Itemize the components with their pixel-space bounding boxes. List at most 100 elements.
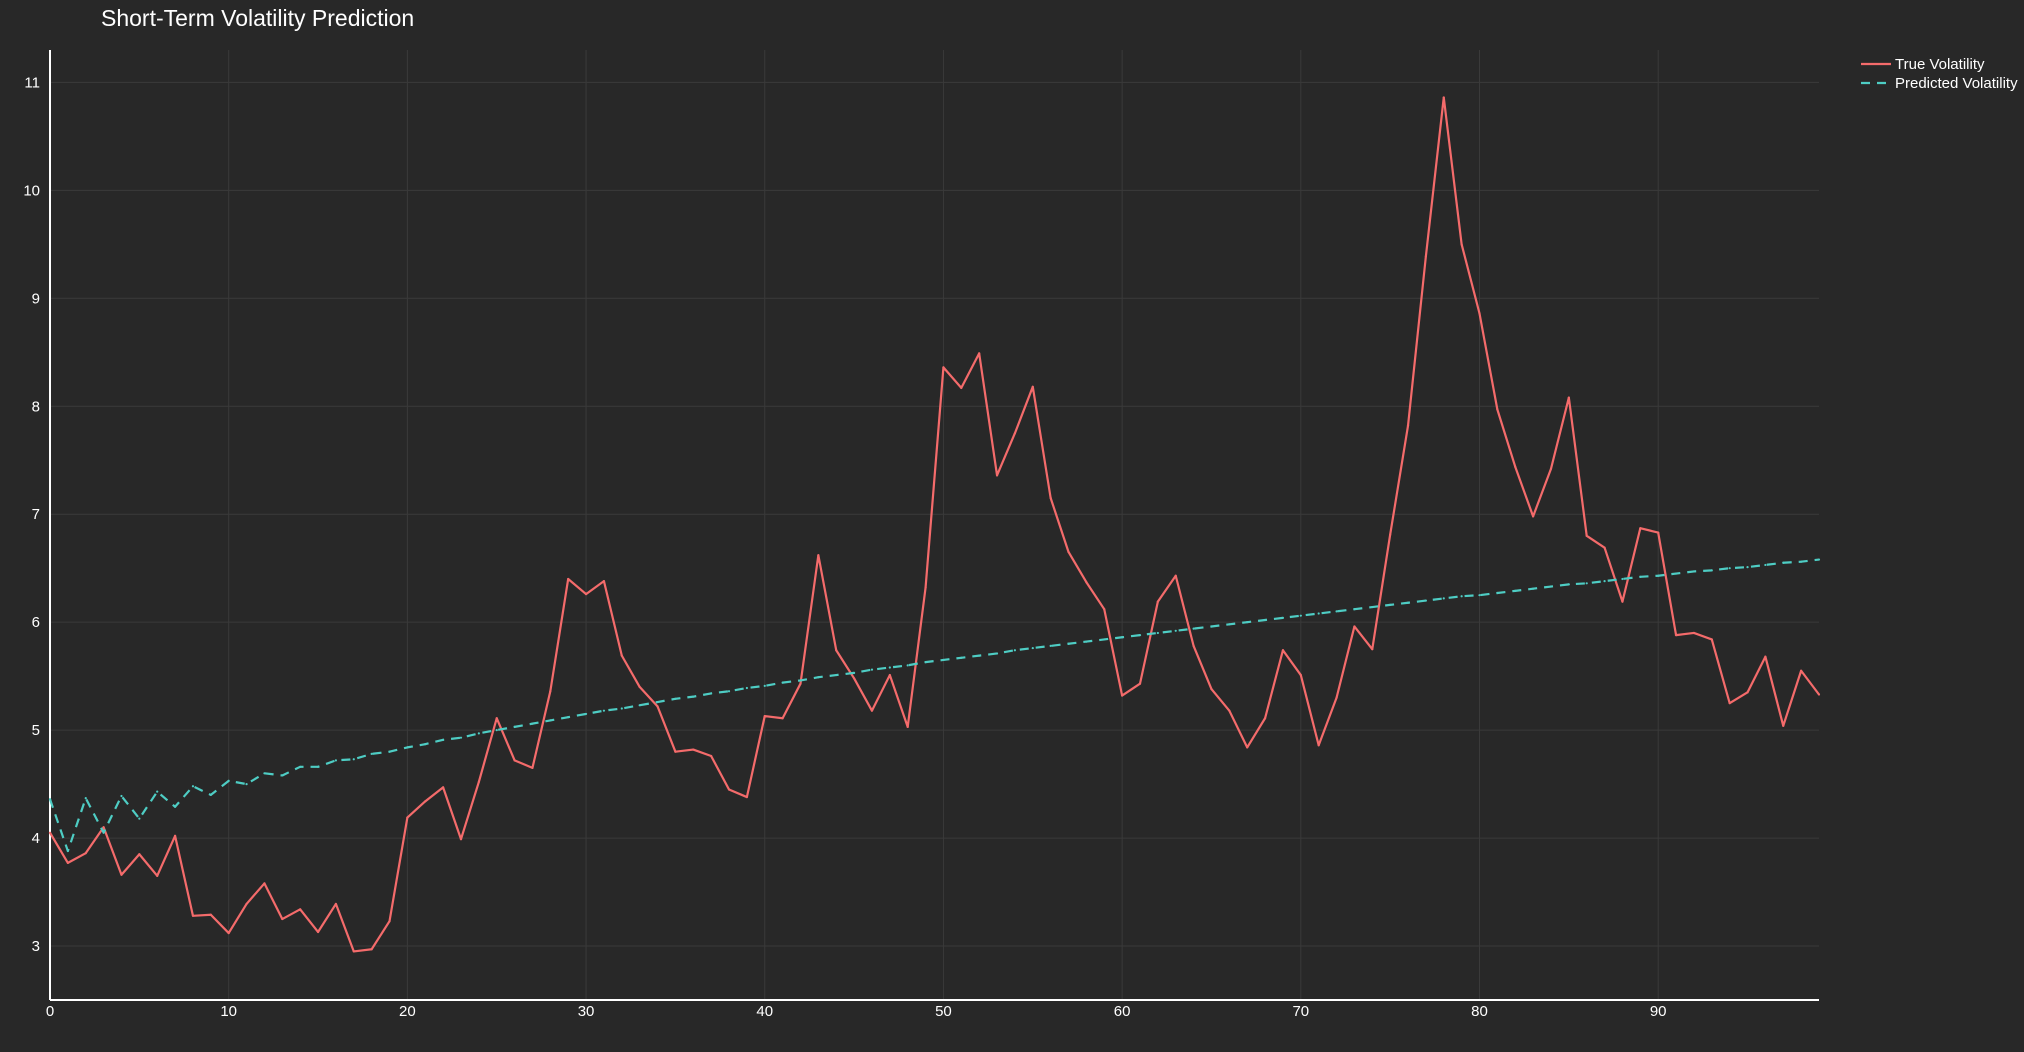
predicted-volatility-point <box>906 664 909 667</box>
predicted-volatility-point <box>1263 618 1267 622</box>
predicted-volatility-point <box>835 673 838 677</box>
true-volatility-point <box>1585 534 1588 537</box>
true-volatility-point <box>1389 533 1392 536</box>
x-tick-label: 70 <box>1292 1003 1309 1020</box>
predicted-volatility-point <box>1121 636 1124 639</box>
predicted-volatility-point <box>209 793 212 796</box>
predicted-volatility-point <box>352 758 355 761</box>
predicted-volatility-point <box>191 785 195 788</box>
true-volatility-point <box>852 677 856 680</box>
true-volatility-point <box>1728 702 1731 705</box>
true-volatility-point <box>584 592 588 596</box>
predicted-volatility-point <box>1817 558 1821 561</box>
x-tick-label: 30 <box>578 1003 595 1020</box>
predicted-volatility-point <box>281 774 284 777</box>
true-volatility-point <box>66 861 69 865</box>
x-tick-label: 90 <box>1650 1003 1667 1020</box>
predicted-volatility-point <box>1103 638 1106 641</box>
true-volatility-point <box>995 474 999 477</box>
legend-item-predicted-volatility[interactable]: Predicted Volatility <box>1861 75 2018 92</box>
predicted-volatility-point <box>1174 629 1177 632</box>
axes <box>49 50 1819 1001</box>
predicted-volatility-point <box>1031 646 1034 650</box>
predicted-volatility-point <box>84 797 87 800</box>
true-volatility-point <box>942 366 945 369</box>
predicted-volatility-point <box>1585 582 1588 585</box>
predicted-volatility-point <box>1782 561 1785 564</box>
true-volatility-point <box>727 788 731 791</box>
predicted-volatility-point <box>1049 644 1052 648</box>
predicted-volatility-point <box>1335 610 1338 613</box>
true-volatility-point <box>173 834 177 838</box>
y-tick-label: 8 <box>32 398 40 415</box>
predicted-volatility-point <box>1067 642 1070 645</box>
predicted-volatility-point <box>1692 570 1696 573</box>
predicted-volatility-point <box>299 765 302 768</box>
y-tick-label: 3 <box>32 938 40 955</box>
predicted-volatility-point <box>1728 567 1731 570</box>
predicted-volatility-point <box>924 661 927 664</box>
legend-item-true-volatility[interactable]: True Volatility <box>1861 56 1985 73</box>
predicted-volatility-point <box>888 666 891 669</box>
true-volatility-point <box>1371 648 1374 651</box>
true-volatility-point <box>960 386 963 389</box>
x-tick-label: 10 <box>220 1003 237 1020</box>
true-volatility-point <box>1192 644 1195 648</box>
predicted-volatility-point <box>156 790 159 793</box>
predicted-volatility-point <box>316 765 320 768</box>
true-volatility-point <box>638 685 641 689</box>
true-volatility-point <box>102 826 105 829</box>
true-volatility-point <box>299 908 302 911</box>
true-volatility-point <box>495 717 498 720</box>
predicted-volatility-point <box>477 732 480 735</box>
true-volatility-point <box>1031 385 1034 388</box>
true-volatility-point <box>531 766 534 770</box>
predicted-volatility-point <box>227 779 230 782</box>
predicted-volatility-point <box>584 712 588 716</box>
true-volatility-point <box>442 786 445 789</box>
x-tick-label: 80 <box>1471 1003 1488 1020</box>
true-volatility-point <box>388 920 391 923</box>
predicted-volatility-point <box>120 794 123 798</box>
predicted-volatility-point <box>1317 612 1320 615</box>
true-volatility-point <box>692 748 695 751</box>
true-volatility-point <box>602 580 606 583</box>
true-volatility-point <box>799 682 802 685</box>
predicted-volatility-point <box>602 709 606 712</box>
predicted-volatility-point <box>1424 599 1427 602</box>
true-volatility-point <box>1746 691 1749 694</box>
legend-label: Predicted Volatility <box>1895 75 2018 92</box>
predicted-volatility-point <box>817 676 820 679</box>
true-volatility-point <box>459 838 463 841</box>
true-volatility-point <box>1496 408 1499 411</box>
true-volatility-point <box>334 902 337 906</box>
true-volatility-point <box>549 690 552 693</box>
true-volatility-point <box>1174 574 1177 577</box>
true-volatility-point <box>817 554 820 557</box>
true-volatility-point <box>316 930 320 934</box>
true-volatility-point <box>978 352 981 355</box>
predicted-volatility-point <box>727 690 731 693</box>
legend[interactable]: True Volatility Predicted Volatility <box>1861 56 2018 92</box>
predicted-volatility-point <box>710 692 713 695</box>
true-volatility-point <box>1800 669 1803 672</box>
true-volatility-point <box>1817 693 1821 696</box>
true-volatility-point <box>424 800 427 803</box>
true-volatility-point <box>1549 467 1553 470</box>
y-tick-label: 7 <box>32 506 40 523</box>
y-tick-label: 4 <box>32 830 40 847</box>
predicted-volatility-point <box>942 658 945 662</box>
true-volatility-point <box>1013 432 1017 435</box>
predicted-volatility-point <box>66 849 69 853</box>
predicted-volatility-point <box>692 695 695 698</box>
true-volatility-point <box>1621 600 1624 603</box>
predicted-volatility-point <box>1442 597 1445 600</box>
predicted-volatility-point <box>1603 580 1606 583</box>
true-volatility-point <box>1532 515 1535 518</box>
true-volatility-point <box>1156 600 1159 603</box>
predicted-volatility-point <box>1299 614 1302 617</box>
true-volatility-point <box>1514 465 1517 468</box>
y-tick-label: 6 <box>32 614 40 631</box>
tick-labels: 3 4 5 6 7 8 9 10 11 0 10 20 30 40 50 60 70 80 90 <box>23 74 1666 1020</box>
predicted-volatility-point <box>334 759 337 762</box>
